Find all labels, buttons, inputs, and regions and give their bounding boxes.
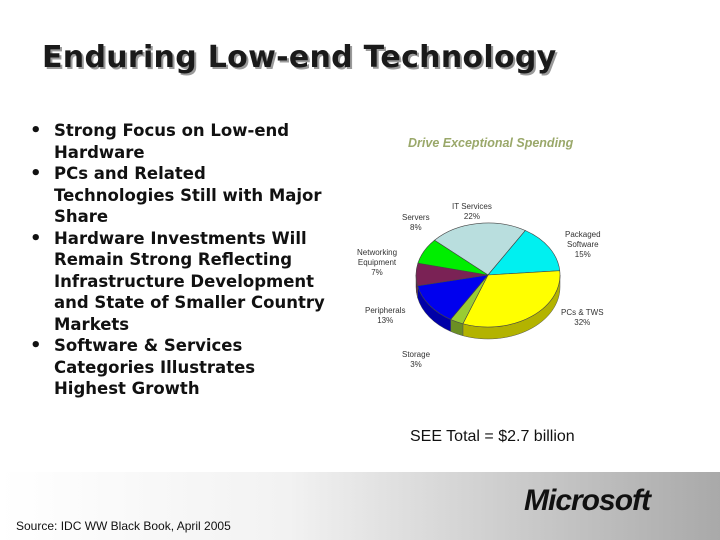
slice-label-pcs-tws: PCs & TWS 32% <box>561 308 604 327</box>
bullet-item: Hardware Investments Will Remain Strong … <box>30 228 330 336</box>
source-note: Source: IDC WW Black Book, April 2005 <box>16 519 231 533</box>
pie-slice-pcs-tws <box>462 270 561 328</box>
pie-slice-peripherals <box>417 274 489 320</box>
slice-label-servers: Servers 8% <box>402 213 430 232</box>
slice-label-packaged-software: Packaged Software 15% <box>565 230 601 259</box>
pie-slice-it-services <box>433 222 526 276</box>
bullet-list: Strong Focus on Low-end Hardware PCs and… <box>30 120 330 400</box>
slice-label-storage: Storage 3% <box>402 350 431 369</box>
slice-label-it-services: IT Services 22% <box>452 202 492 221</box>
chart-total: SEE Total = $2.7 billion <box>410 428 575 445</box>
pie-slice-servers <box>417 239 489 276</box>
pie-slice-packaged-software <box>487 230 561 276</box>
chart-title: Drive Exceptional Spending <box>408 136 574 150</box>
bullet-item: Strong Focus on Low-end Hardware <box>30 120 330 163</box>
microsoft-logo: Microsoft <box>524 484 651 517</box>
footer-bar <box>0 472 720 540</box>
bullet-item: Software & Services Categories Illustrat… <box>30 335 330 400</box>
slice-label-networking-equipment: Networking Equipment 7% <box>357 248 398 277</box>
slice-label-peripherals: Peripherals 13% <box>365 306 406 325</box>
bullet-item: PCs and Related Technologies Still with … <box>30 163 330 228</box>
slide-title: Enduring Low-end Technology <box>42 40 557 75</box>
